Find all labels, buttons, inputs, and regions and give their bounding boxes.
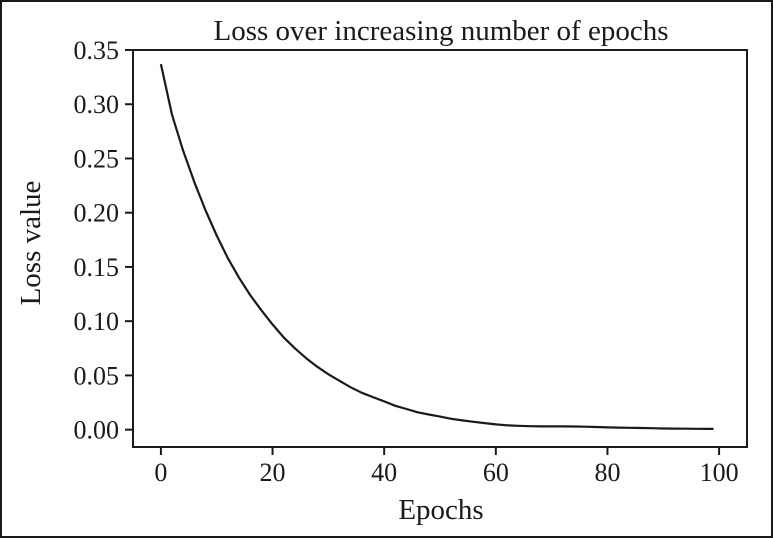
x-axis: 0 20 40 60 80 100: [154, 447, 739, 487]
x-tick-label: 80: [594, 458, 620, 487]
x-tick-label: 100: [700, 458, 739, 487]
y-tick-label: 0.10: [74, 307, 120, 336]
y-tick-label: 0.25: [74, 144, 120, 173]
y-tick-label: 0.00: [74, 416, 120, 445]
y-tick-label: 0.30: [74, 90, 120, 119]
plot-frame: [132, 49, 748, 448]
y-axis-label: Loss value: [15, 181, 47, 306]
series-line-loss: [159, 63, 714, 430]
y-tick-label: 0.35: [74, 36, 120, 65]
y-tick-label: 0.05: [74, 361, 120, 390]
x-tick-label: 0: [154, 458, 167, 487]
chart-title: Loss over increasing number of epochs: [213, 15, 668, 47]
y-axis: 0.00 0.05 0.10 0.15 0.20 0.25 0.30 0.35: [74, 36, 133, 445]
x-tick-label: 40: [371, 458, 397, 487]
x-tick-label: 20: [260, 458, 286, 487]
y-tick-label: 0.15: [74, 253, 120, 282]
x-axis-label: Epochs: [398, 494, 483, 526]
x-tick-label: 60: [483, 458, 509, 487]
y-tick-label: 0.20: [74, 199, 120, 228]
